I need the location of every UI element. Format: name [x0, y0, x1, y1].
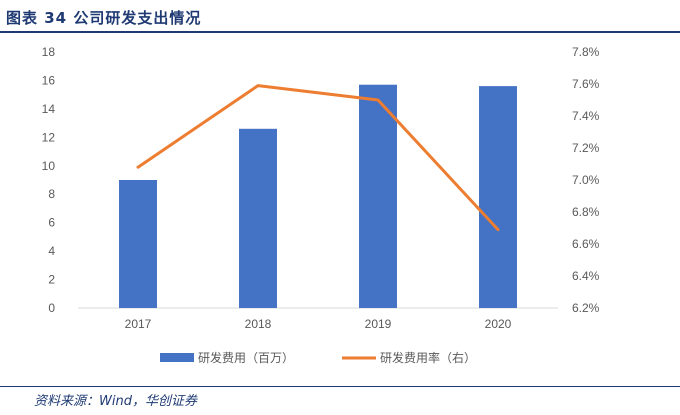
y-left-tick-label: 18	[42, 45, 56, 59]
y-left-tick-label: 4	[48, 244, 55, 258]
legend-bar-swatch	[160, 353, 194, 362]
y-right-tick-label: 7.6%	[572, 77, 600, 91]
y-right-tick-label: 7.8%	[572, 45, 600, 59]
y-left-tick-label: 6	[48, 216, 55, 230]
y-left-tick-label: 8	[48, 187, 55, 201]
x-tick-label: 2018	[245, 317, 272, 331]
y-right-tick-label: 7.2%	[572, 141, 600, 155]
footer-divider	[0, 386, 680, 387]
figure-title: 图表 34 公司研发支出情况	[6, 9, 202, 27]
y-left-tick-label: 14	[42, 102, 56, 116]
x-tick-label: 2020	[485, 317, 512, 331]
y-right-tick-label: 7.4%	[572, 109, 600, 123]
rd-ratio-line	[136, 84, 500, 232]
bar-2019	[359, 84, 397, 308]
bar-2018	[239, 128, 277, 308]
bar-2017	[119, 180, 157, 308]
rd-expense-chart: 0 2 4 6 8 10 12 14 16 18 6.2% 6.4% 6.6% 6.8% 7.0% 7.2% 7…	[42, 45, 600, 365]
source-note: 资料来源：Wind，华创证券	[34, 394, 197, 409]
y-right-tick-label: 6.4%	[572, 269, 600, 283]
y-right-tick-label: 6.2%	[572, 301, 600, 315]
bar-2020	[479, 86, 517, 308]
title-divider	[0, 31, 680, 33]
y-right-tick-label: 7.0%	[572, 173, 600, 187]
figure-header: 图表 34 公司研发支出情况	[0, 0, 680, 34]
y-left-tick-label: 2	[48, 273, 55, 287]
x-tick-label: 2019	[365, 317, 392, 331]
y-right-tick-label: 6.6%	[572, 237, 600, 251]
legend-bar-label: 研发费用（百万）	[198, 350, 294, 365]
y-left-tick-label: 10	[42, 159, 56, 173]
legend-line-label: 研发费用率（右）	[380, 350, 476, 365]
y-right-tick-label: 6.8%	[572, 205, 600, 219]
y-left-tick-label: 0	[48, 301, 55, 315]
y-left-tick-label: 16	[42, 73, 56, 87]
x-tick-label: 2017	[125, 317, 152, 331]
y-left-tick-label: 12	[42, 130, 56, 144]
